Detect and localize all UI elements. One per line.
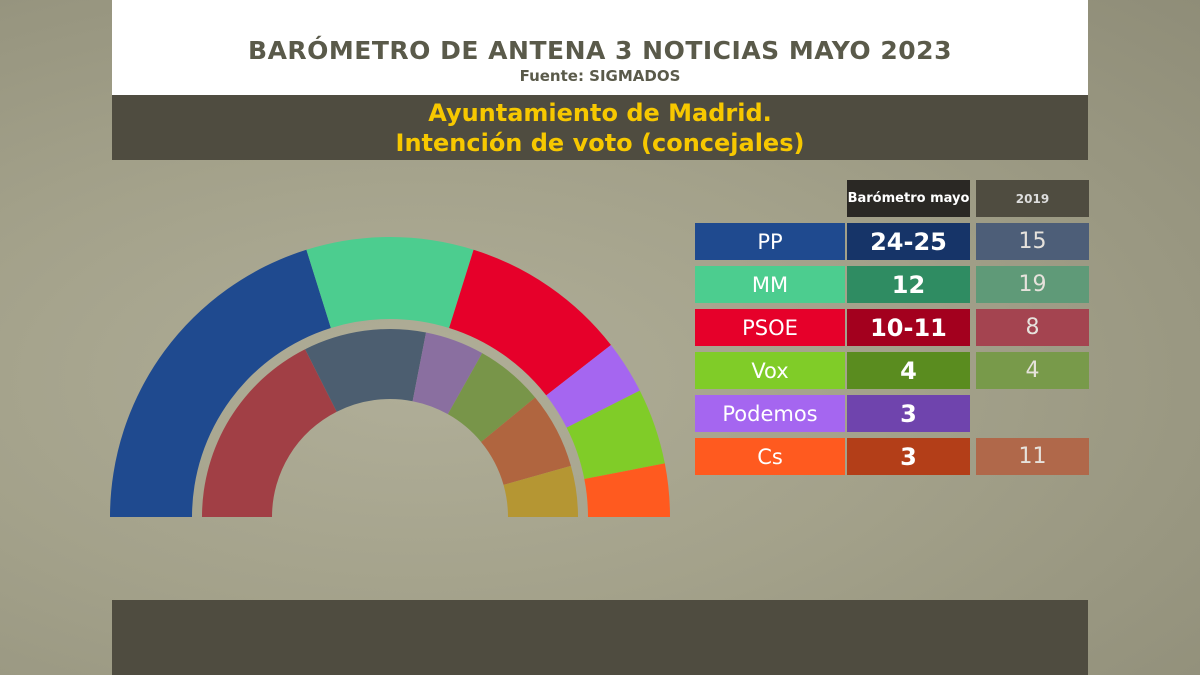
hemicycle-outer-segment-podemos [546,345,640,428]
source-label: Fuente: SIGMADOS [519,67,681,85]
value-2019: 4 [976,352,1089,389]
hemicycle-inner-segment-2 [412,332,483,415]
barometro-value: 3 [847,395,970,432]
barometro-value: 24-25 [847,223,970,260]
party-name: Vox [695,352,845,389]
bottom-band [112,600,1088,675]
barometro-value: 12 [847,266,970,303]
header-box: BARÓMETRO DE ANTENA 3 NOTICIAS MAYO 2023… [112,0,1088,95]
party-name: Cs [695,438,845,475]
party-name: PSOE [695,309,845,346]
hemicycle-inner-segment-0 [202,349,337,517]
hemicycle-inner-segment-5 [503,465,578,517]
party-name: PP [695,223,845,260]
chart-title: BARÓMETRO DE ANTENA 3 NOTICIAS MAYO 2023 [248,36,952,65]
hemicycle-inner-segment-3 [447,353,536,442]
hemicycle-outer-segment-psoe [449,249,611,396]
party-name: Podemos [695,395,845,432]
hemicycle-outer-segment-mm [306,237,474,329]
subtitle-band: Ayuntamiento de Madrid. Intención de vot… [112,95,1088,160]
subtitle-line-2: Intención de voto (concejales) [395,129,805,157]
value-2019: 15 [976,223,1089,260]
hemicycle-inner-segment-1 [305,328,427,412]
barometro-value: 3 [847,438,970,475]
hemicycle-outer-segment-cs [584,463,670,517]
subtitle-line-1: Ayuntamiento de Madrid. [428,99,772,127]
header-2019: 2019 [976,180,1089,217]
value-2019: 11 [976,438,1089,475]
hemicycle-outer-segment-pp [110,249,331,517]
hemicycle-chart [110,237,670,517]
party-name: MM [695,266,845,303]
barometro-value: 4 [847,352,970,389]
barometro-value: 10-11 [847,309,970,346]
value-2019: 8 [976,309,1089,346]
header-barometro: Barómetro mayo [847,180,970,217]
hemicycle-inner-segment-4 [481,397,571,485]
hemicycle-outer-segment-vox [566,390,665,480]
value-2019: 19 [976,266,1089,303]
